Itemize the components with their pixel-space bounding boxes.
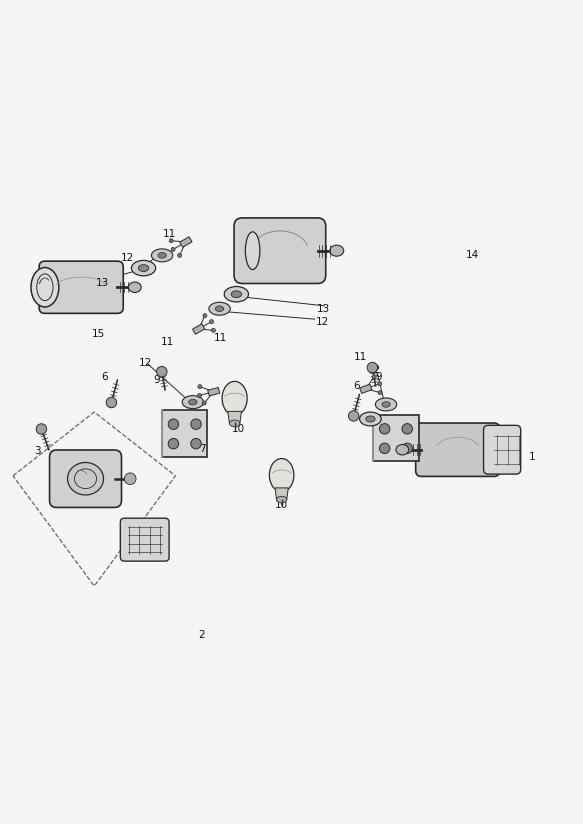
Circle shape: [212, 328, 215, 332]
Circle shape: [168, 438, 178, 449]
Polygon shape: [192, 324, 205, 335]
Circle shape: [349, 410, 359, 421]
Ellipse shape: [209, 302, 230, 316]
Text: 13: 13: [96, 279, 110, 288]
Text: 15: 15: [92, 329, 106, 339]
Bar: [162, 410, 208, 456]
Ellipse shape: [231, 291, 241, 297]
Ellipse shape: [269, 458, 294, 492]
Circle shape: [202, 401, 206, 405]
Ellipse shape: [396, 444, 409, 455]
Text: 7: 7: [199, 444, 206, 454]
Text: 11: 11: [161, 337, 174, 348]
Circle shape: [373, 375, 376, 379]
Circle shape: [380, 443, 390, 453]
Ellipse shape: [215, 306, 224, 311]
FancyBboxPatch shape: [120, 518, 169, 561]
Ellipse shape: [382, 401, 390, 407]
Polygon shape: [180, 236, 192, 247]
Bar: [373, 415, 419, 461]
Circle shape: [191, 438, 201, 449]
Ellipse shape: [222, 382, 247, 415]
Ellipse shape: [375, 398, 397, 411]
Circle shape: [124, 473, 136, 485]
Text: 6: 6: [101, 372, 108, 382]
Text: 3: 3: [34, 447, 41, 456]
Polygon shape: [275, 488, 288, 499]
Circle shape: [402, 424, 413, 434]
Text: 11: 11: [163, 229, 175, 240]
Circle shape: [168, 419, 178, 429]
Ellipse shape: [158, 252, 166, 258]
Ellipse shape: [31, 268, 59, 307]
Text: 5: 5: [162, 546, 169, 556]
Text: 14: 14: [466, 250, 479, 260]
Circle shape: [106, 397, 117, 408]
Circle shape: [191, 419, 201, 429]
Text: 11: 11: [353, 352, 367, 362]
Ellipse shape: [182, 396, 203, 409]
Text: 13: 13: [317, 304, 330, 314]
Ellipse shape: [366, 416, 375, 422]
Text: 12: 12: [315, 317, 329, 327]
Text: 9: 9: [153, 375, 160, 385]
Polygon shape: [360, 384, 372, 393]
Ellipse shape: [360, 412, 381, 426]
Circle shape: [198, 385, 202, 389]
Circle shape: [367, 363, 378, 372]
FancyBboxPatch shape: [39, 261, 123, 313]
FancyBboxPatch shape: [50, 450, 121, 508]
Circle shape: [169, 239, 173, 243]
Text: 6: 6: [353, 381, 360, 391]
Circle shape: [178, 254, 182, 257]
FancyBboxPatch shape: [234, 218, 326, 283]
Circle shape: [171, 247, 175, 251]
Circle shape: [36, 424, 47, 434]
Circle shape: [402, 443, 413, 453]
Text: 9: 9: [375, 372, 382, 382]
Ellipse shape: [230, 420, 240, 427]
Circle shape: [380, 424, 390, 434]
Circle shape: [378, 391, 382, 395]
Circle shape: [157, 367, 167, 377]
Ellipse shape: [128, 282, 141, 293]
Text: 11: 11: [214, 333, 227, 343]
FancyBboxPatch shape: [483, 425, 521, 474]
Circle shape: [209, 320, 213, 324]
Ellipse shape: [138, 265, 149, 271]
Ellipse shape: [276, 496, 287, 503]
Text: 8: 8: [484, 456, 491, 466]
Ellipse shape: [245, 232, 260, 269]
Polygon shape: [228, 411, 241, 424]
Text: 4: 4: [91, 494, 97, 504]
Ellipse shape: [189, 400, 197, 405]
Circle shape: [203, 314, 207, 317]
Ellipse shape: [131, 260, 156, 276]
Polygon shape: [208, 387, 220, 396]
Text: 10: 10: [275, 500, 287, 510]
Circle shape: [198, 394, 202, 397]
Text: 12: 12: [121, 253, 135, 263]
Ellipse shape: [330, 246, 344, 256]
Text: 12: 12: [368, 365, 381, 375]
Text: 2: 2: [198, 630, 205, 640]
Ellipse shape: [68, 462, 104, 495]
Ellipse shape: [224, 287, 248, 302]
Circle shape: [378, 382, 382, 386]
FancyBboxPatch shape: [416, 423, 500, 476]
Text: 12: 12: [139, 358, 152, 368]
Text: 1: 1: [529, 452, 536, 462]
Text: 10: 10: [231, 424, 245, 434]
Ellipse shape: [152, 249, 173, 262]
